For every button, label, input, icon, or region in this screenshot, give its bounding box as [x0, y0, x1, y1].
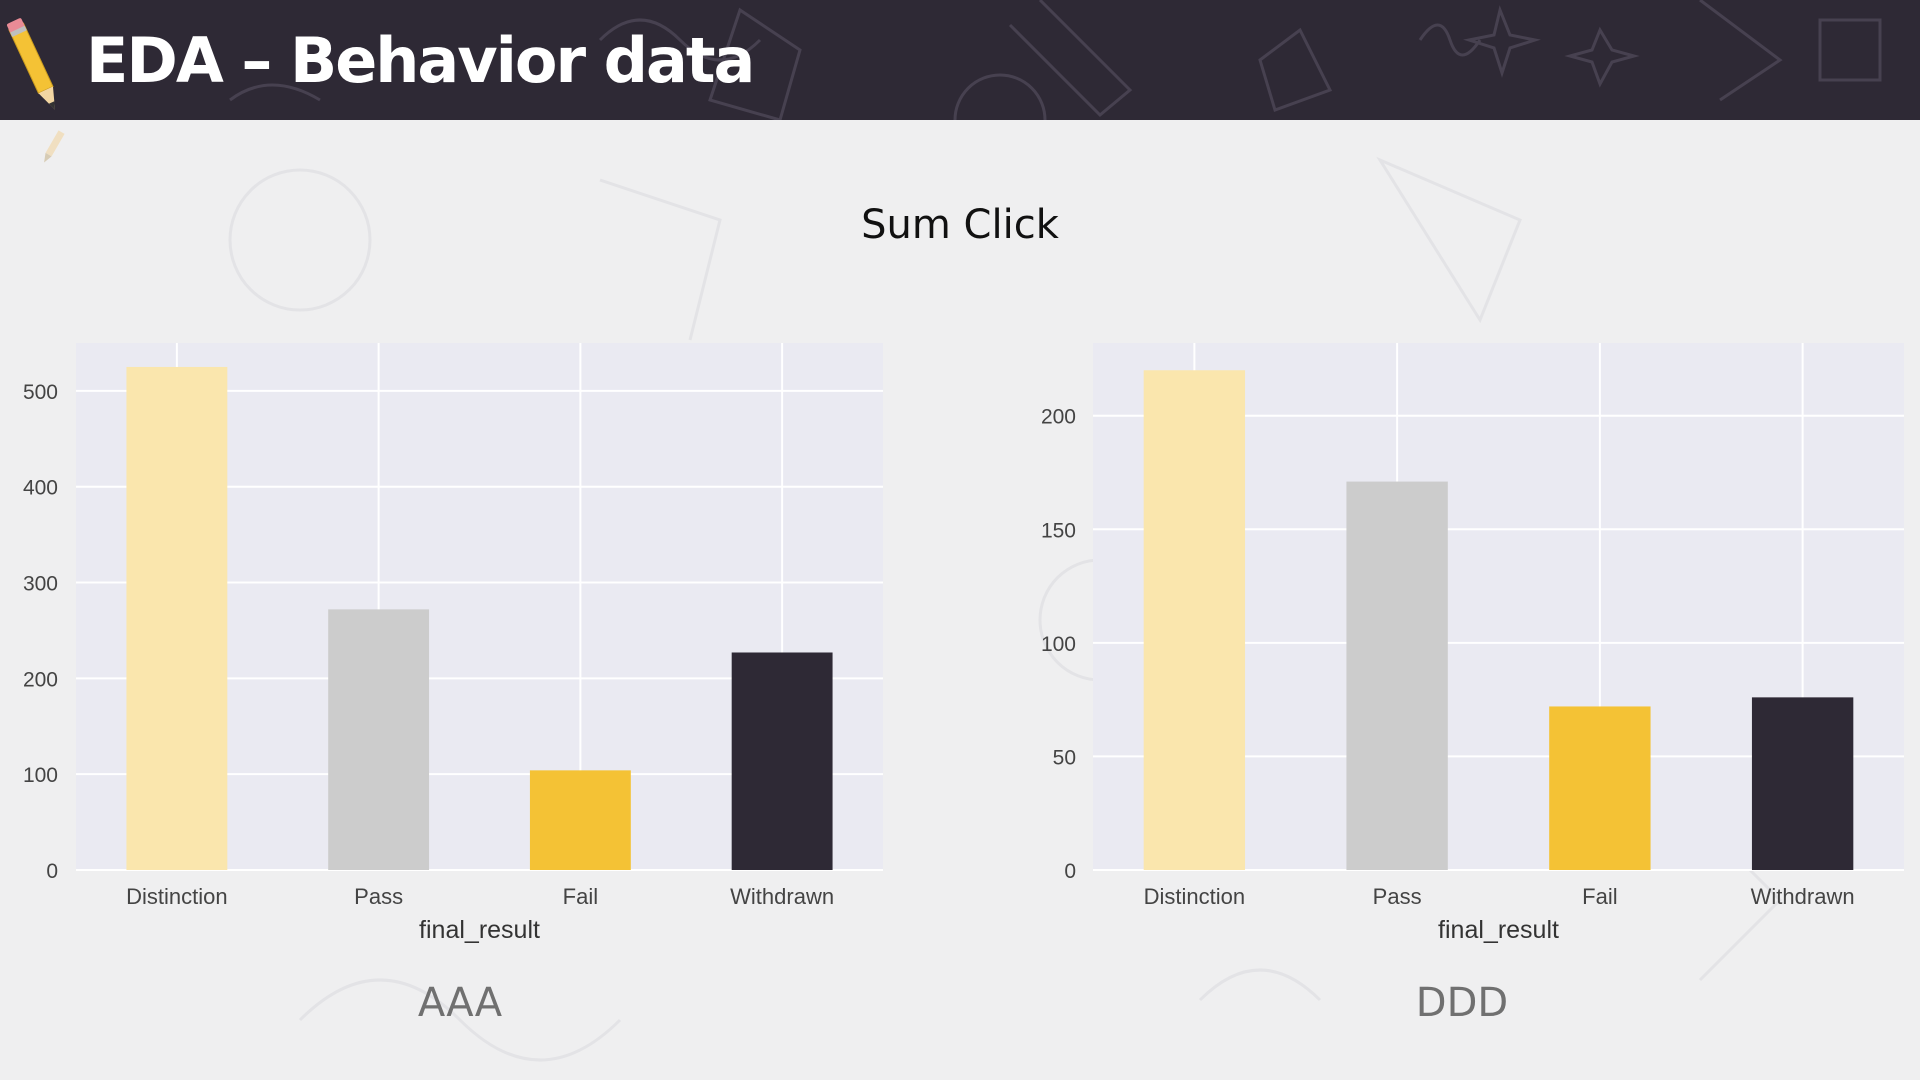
- header-bar: EDA – Behavior data: [0, 0, 1920, 120]
- y-tick-label: 0: [46, 860, 58, 883]
- y-tick-label: 50: [1053, 746, 1076, 769]
- chart-caption-aaa: AAA: [417, 980, 503, 1026]
- chart-ddd: 0 50 100 150 200 Distinction Pass Fail Withdrawn…: [1041, 343, 1904, 944]
- y-tick-label: 400: [23, 477, 58, 500]
- section-title: Sum Click: [861, 202, 1059, 248]
- x-axis-label-ddd: final_result: [1438, 916, 1559, 944]
- x-tick-label: Distinction: [126, 884, 227, 909]
- x-tick-label: Pass: [1373, 884, 1422, 909]
- bar-pass: [1346, 481, 1448, 870]
- x-tick-label: Withdrawn: [1751, 884, 1855, 909]
- bar-fail: [1549, 706, 1651, 870]
- x-tick-label: Fail: [563, 884, 598, 909]
- doodle-background: [229, 0, 1882, 120]
- chart-caption-ddd: DDD: [1415, 980, 1509, 1026]
- bar-withdrawn: [1751, 697, 1854, 870]
- bar-distinction: [126, 366, 228, 870]
- y-tick-label: 150: [1041, 519, 1076, 542]
- bar-distinction: [1143, 370, 1246, 870]
- chart-aaa: 0 100 200 300 400 500 Distinction Pass Fail Withd…: [23, 343, 883, 944]
- bar-pass: [328, 609, 430, 870]
- bar-fail: [529, 770, 631, 870]
- y-tick-label: 100: [1041, 633, 1076, 656]
- y-tick-label: 300: [23, 573, 58, 596]
- y-tick-label: 200: [1041, 406, 1076, 429]
- y-tick-label: 100: [23, 764, 58, 787]
- x-tick-label: Distinction: [1144, 884, 1245, 909]
- x-axis-label-aaa: final_result: [419, 916, 540, 944]
- page-title: EDA – Behavior data: [86, 24, 755, 97]
- pencil-small-icon: [44, 130, 65, 163]
- x-tick-label: Withdrawn: [730, 884, 834, 909]
- pencil-icon: [7, 18, 56, 110]
- y-tick-label: 500: [23, 381, 58, 404]
- x-tick-label: Pass: [354, 884, 403, 909]
- x-tick-label: Fail: [1582, 884, 1617, 909]
- y-tick-label: 0: [1064, 860, 1076, 883]
- bar-withdrawn: [731, 652, 833, 870]
- y-tick-label: 200: [23, 668, 58, 691]
